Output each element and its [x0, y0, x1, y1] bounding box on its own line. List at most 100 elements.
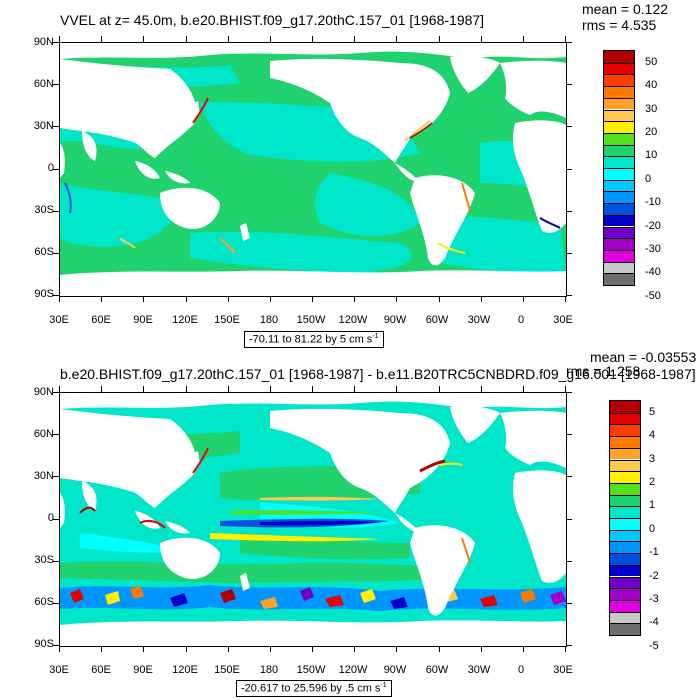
colorbar-swatch	[604, 238, 634, 250]
lon-label: 30W	[467, 664, 491, 676]
lon-label: 60W	[425, 664, 449, 676]
land-mask	[60, 393, 566, 646]
colorbar-swatch	[604, 144, 634, 157]
axis-tick	[53, 392, 59, 393]
colorbar-swatch	[604, 214, 634, 227]
colorbar-swatch	[604, 179, 634, 192]
colorbar-label: -4	[649, 616, 659, 629]
lon-label: 30E	[49, 314, 69, 326]
axis-tick	[312, 36, 313, 42]
axis-tick	[522, 386, 524, 392]
colorbar-label: 4	[649, 429, 656, 442]
colorbar-swatch	[610, 564, 640, 577]
axis-tick	[143, 296, 145, 302]
lat-label: 60S	[34, 246, 54, 258]
axis-tick	[566, 295, 572, 296]
colorbar-label: -50	[645, 289, 661, 302]
axis-tick	[566, 434, 572, 436]
lon-label: 120W	[338, 314, 368, 326]
axis-tick	[354, 296, 356, 302]
colorbar-swatch	[610, 553, 640, 565]
colorbar-swatch	[604, 132, 634, 145]
colorbar-swatch	[604, 203, 634, 215]
colorbar-label: -5	[649, 639, 659, 652]
axis-tick	[438, 386, 440, 392]
colorbar-swatch	[604, 86, 634, 98]
axis-tick	[53, 560, 59, 562]
lon-label: 90E	[133, 664, 153, 676]
colorbar-swatch	[604, 97, 634, 110]
land-mask	[60, 43, 566, 296]
axis-tick	[438, 296, 440, 302]
lon-label: 180	[259, 664, 279, 676]
axis-tick	[53, 645, 59, 646]
lon-label: 30W	[467, 314, 491, 326]
colorbar-label: -2	[649, 569, 659, 582]
axis-tick	[565, 386, 566, 392]
colorbar-swatch	[610, 518, 640, 530]
colorbar-swatch	[604, 62, 634, 75]
difference-map	[60, 393, 566, 646]
axis-tick	[269, 36, 271, 42]
axis-tick	[566, 42, 572, 43]
axis-tick	[269, 646, 271, 652]
axis-tick	[59, 296, 60, 302]
axis-tick	[396, 646, 398, 652]
colorbar-label: 10	[645, 149, 658, 162]
rms-stat: rms = 1.258	[566, 363, 641, 379]
lon-label: 60E	[91, 664, 111, 676]
colorbar	[609, 400, 641, 636]
colorbar-swatch	[604, 261, 634, 274]
colorbar-swatch	[610, 424, 640, 437]
colorbar-swatch	[610, 412, 640, 425]
map-title: VVEL at z= 45.0m, b.e20.BHIST.f09_g17.20…	[60, 12, 485, 28]
axis-tick	[438, 36, 440, 42]
axis-tick	[143, 36, 145, 42]
lon-label: 90E	[133, 314, 153, 326]
colorbar-swatch	[610, 529, 640, 542]
axis-tick	[354, 36, 356, 42]
axis-tick	[396, 36, 398, 42]
colorbar-swatch	[610, 459, 640, 472]
contour-range-label: -70.11 to 81.22 by 5 cm s-1	[244, 331, 384, 348]
axis-tick	[566, 252, 572, 254]
colorbar-swatch	[604, 51, 634, 63]
lat-label: 90N	[33, 386, 54, 398]
colorbar-label: 0	[645, 172, 652, 185]
lon-label: 90W	[383, 664, 407, 676]
axis-tick	[522, 296, 524, 302]
colorbar-label: -1	[649, 546, 659, 559]
axis-tick	[53, 84, 59, 86]
lon-label: 60W	[425, 314, 449, 326]
axis-tick	[185, 36, 187, 42]
axis-tick	[101, 646, 103, 652]
mean-stat: mean = 0.122	[582, 1, 669, 17]
colorbar-label: 5	[649, 405, 656, 418]
colorbar-label: 40	[645, 79, 658, 92]
axis-tick	[480, 36, 482, 42]
lon-label: 30E	[553, 314, 573, 326]
lon-label: 150W	[296, 664, 326, 676]
axis-tick	[59, 386, 60, 392]
lon-label: 120E	[172, 664, 198, 676]
lat-label: 60N	[33, 78, 54, 90]
axis-tick	[312, 386, 313, 392]
lon-label: 90W	[383, 314, 407, 326]
map-plot-area	[59, 42, 567, 297]
lon-label: 120W	[338, 664, 368, 676]
axis-tick	[227, 296, 229, 302]
axis-tick	[227, 386, 229, 392]
lon-label: 30E	[49, 664, 69, 676]
axis-tick	[101, 296, 103, 302]
axis-tick	[269, 386, 271, 392]
axis-tick	[566, 168, 572, 170]
axis-tick	[185, 646, 187, 652]
colorbar-swatch	[610, 506, 640, 518]
axis-tick	[565, 296, 566, 302]
colorbar-swatch	[604, 156, 634, 168]
axis-tick	[566, 645, 572, 646]
colorbar-swatch	[604, 273, 634, 285]
axis-tick	[438, 646, 440, 652]
lat-label: 30N	[33, 470, 54, 482]
axis-tick	[396, 386, 398, 392]
